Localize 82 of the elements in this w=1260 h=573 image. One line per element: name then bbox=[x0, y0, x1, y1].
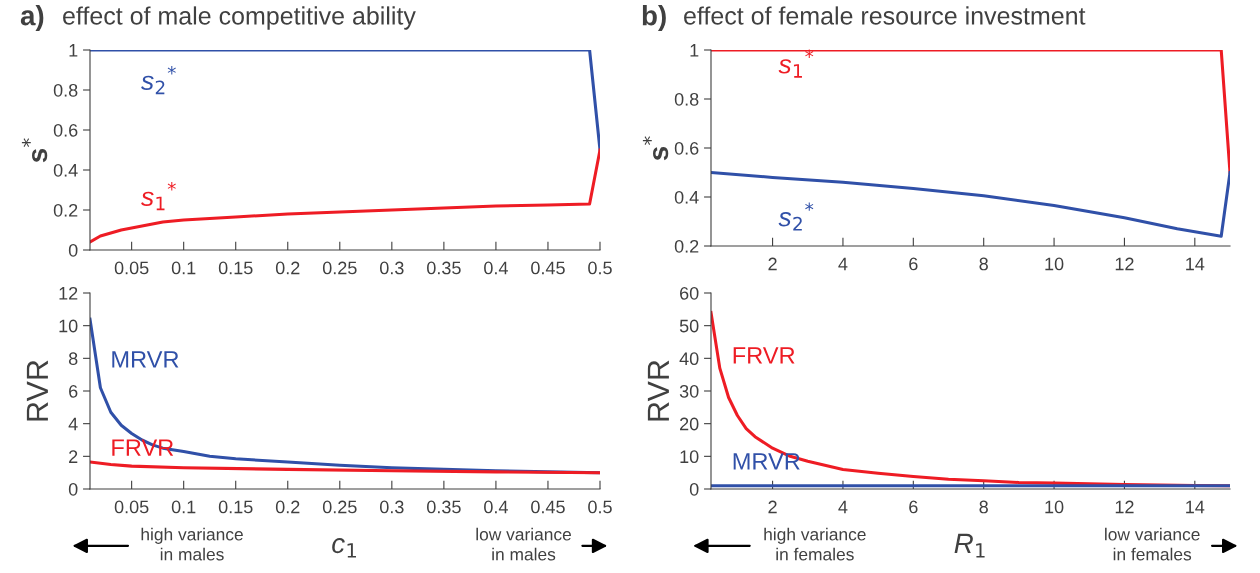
y-tick-label: 0.4 bbox=[53, 163, 78, 177]
x-tick-label: 0.5 bbox=[588, 500, 612, 514]
y-tick-label: 0 bbox=[689, 482, 699, 496]
series-label: FRVR bbox=[733, 347, 795, 364]
x-tick-label: 0.1 bbox=[171, 500, 196, 514]
y-tick-label: 1 bbox=[69, 44, 78, 57]
x-tick-label: 0.2 bbox=[275, 500, 300, 514]
x-tick-label: 0.4 bbox=[484, 261, 508, 275]
y-tick-label: 0.6 bbox=[674, 141, 699, 155]
x-tick-label: 4 bbox=[838, 257, 848, 271]
y-tick-label: 2 bbox=[69, 450, 78, 463]
x-tick-label: 0.35 bbox=[427, 500, 461, 514]
x-tick-label: 6 bbox=[909, 257, 918, 271]
x-tick-label: 10 bbox=[1045, 257, 1064, 271]
x-tick-label: 0.25 bbox=[322, 261, 357, 275]
x-tick-label: 0.15 bbox=[218, 261, 253, 275]
y-tick-label: 4 bbox=[68, 417, 78, 431]
y-tick-label: 20 bbox=[680, 417, 699, 431]
line-series bbox=[90, 148, 600, 244]
series-label: s$_{2}$$^{*}$ bbox=[141, 65, 176, 95]
y-tick-label: 0.6 bbox=[53, 123, 78, 137]
x-tick-label: 0.4 bbox=[484, 500, 508, 514]
x-tick-label: 0.15 bbox=[218, 500, 253, 514]
y-tick-label: 8 bbox=[68, 352, 78, 366]
x-tick-label: 0.1 bbox=[171, 261, 196, 275]
line-series bbox=[90, 460, 600, 475]
y-tick-label: 40 bbox=[679, 352, 699, 366]
x-tick-label: 0.25 bbox=[322, 500, 357, 514]
y-tick-label: 10 bbox=[680, 450, 699, 464]
y-tick-label: 0 bbox=[68, 243, 78, 257]
y-tick-label: 60 bbox=[680, 286, 699, 300]
x-tick-label: 0.2 bbox=[275, 261, 300, 275]
y-tick-label: 50 bbox=[679, 319, 699, 333]
y-axis-title: s$^{*}$ bbox=[642, 136, 669, 161]
chart-title: b) effect of female resource investment bbox=[642, 5, 1086, 31]
x-tick-label: 0.05 bbox=[114, 500, 149, 514]
x-tick-label: 6 bbox=[909, 500, 918, 514]
text: low variance in females bbox=[1105, 527, 1200, 561]
x-tick-label: 0.3 bbox=[379, 500, 404, 514]
x-axis-title: c$_{1}$ bbox=[332, 538, 356, 558]
text: low variance in males bbox=[476, 527, 571, 561]
x-tick-label: 0.35 bbox=[427, 261, 461, 275]
x-tick-label: 0.3 bbox=[379, 261, 404, 275]
x-tick-label: 12 bbox=[1115, 257, 1134, 271]
x-tick-label: 10 bbox=[1045, 500, 1064, 514]
x-tick-label: 2 bbox=[768, 257, 777, 271]
x-tick-label: 8 bbox=[979, 500, 988, 514]
y-tick-label: 1 bbox=[690, 44, 699, 57]
text: high variance in males bbox=[141, 527, 243, 561]
x-tick-label: 0.45 bbox=[531, 500, 565, 514]
x-tick-label: 0.45 bbox=[531, 261, 565, 275]
series-label: s$_{2}$$^{*}$ bbox=[778, 202, 814, 231]
y-axis-title: s$^{*}$ bbox=[21, 138, 48, 163]
y-tick-label: 0.2 bbox=[53, 203, 78, 217]
x-tick-label: 12 bbox=[1115, 500, 1134, 514]
y-tick-label: 0.8 bbox=[674, 92, 699, 106]
series-label: MRVR bbox=[733, 453, 800, 470]
series-label: s$_{1}$$^{*}$ bbox=[141, 181, 176, 211]
x-tick-label: 8 bbox=[979, 257, 988, 271]
x-tick-label: 14 bbox=[1186, 500, 1205, 514]
chart-title: a) effect of male competitive ability bbox=[20, 5, 416, 31]
y-tick-label: 30 bbox=[679, 384, 699, 398]
x-tick-label: 2 bbox=[768, 500, 777, 514]
x-tick-label: 4 bbox=[838, 500, 848, 514]
y-tick-label: 10 bbox=[59, 319, 78, 333]
text: high variance in females bbox=[764, 527, 866, 561]
y-tick-label: 6 bbox=[69, 384, 78, 398]
x-tick-label: 0.05 bbox=[114, 261, 149, 275]
y-tick-label: 12 bbox=[59, 286, 78, 300]
y-tick-label: 0 bbox=[68, 482, 78, 496]
x-axis-title: R$_{1}$ bbox=[954, 533, 985, 558]
x-tick-label: 0.5 bbox=[588, 261, 612, 275]
line-series bbox=[711, 170, 1230, 238]
series-label: MRVR bbox=[112, 351, 179, 368]
y-tick-label: 0.8 bbox=[53, 83, 78, 97]
y-tick-label: 0.2 bbox=[674, 239, 699, 253]
y-tick-label: 0.4 bbox=[674, 190, 699, 204]
series-label: s$_{1}$$^{*}$ bbox=[778, 49, 814, 78]
series-label: FRVR bbox=[112, 439, 174, 456]
x-tick-label: 14 bbox=[1186, 257, 1205, 271]
y-axis-title: RVR bbox=[647, 360, 669, 421]
y-axis-title: RVR bbox=[26, 360, 48, 421]
